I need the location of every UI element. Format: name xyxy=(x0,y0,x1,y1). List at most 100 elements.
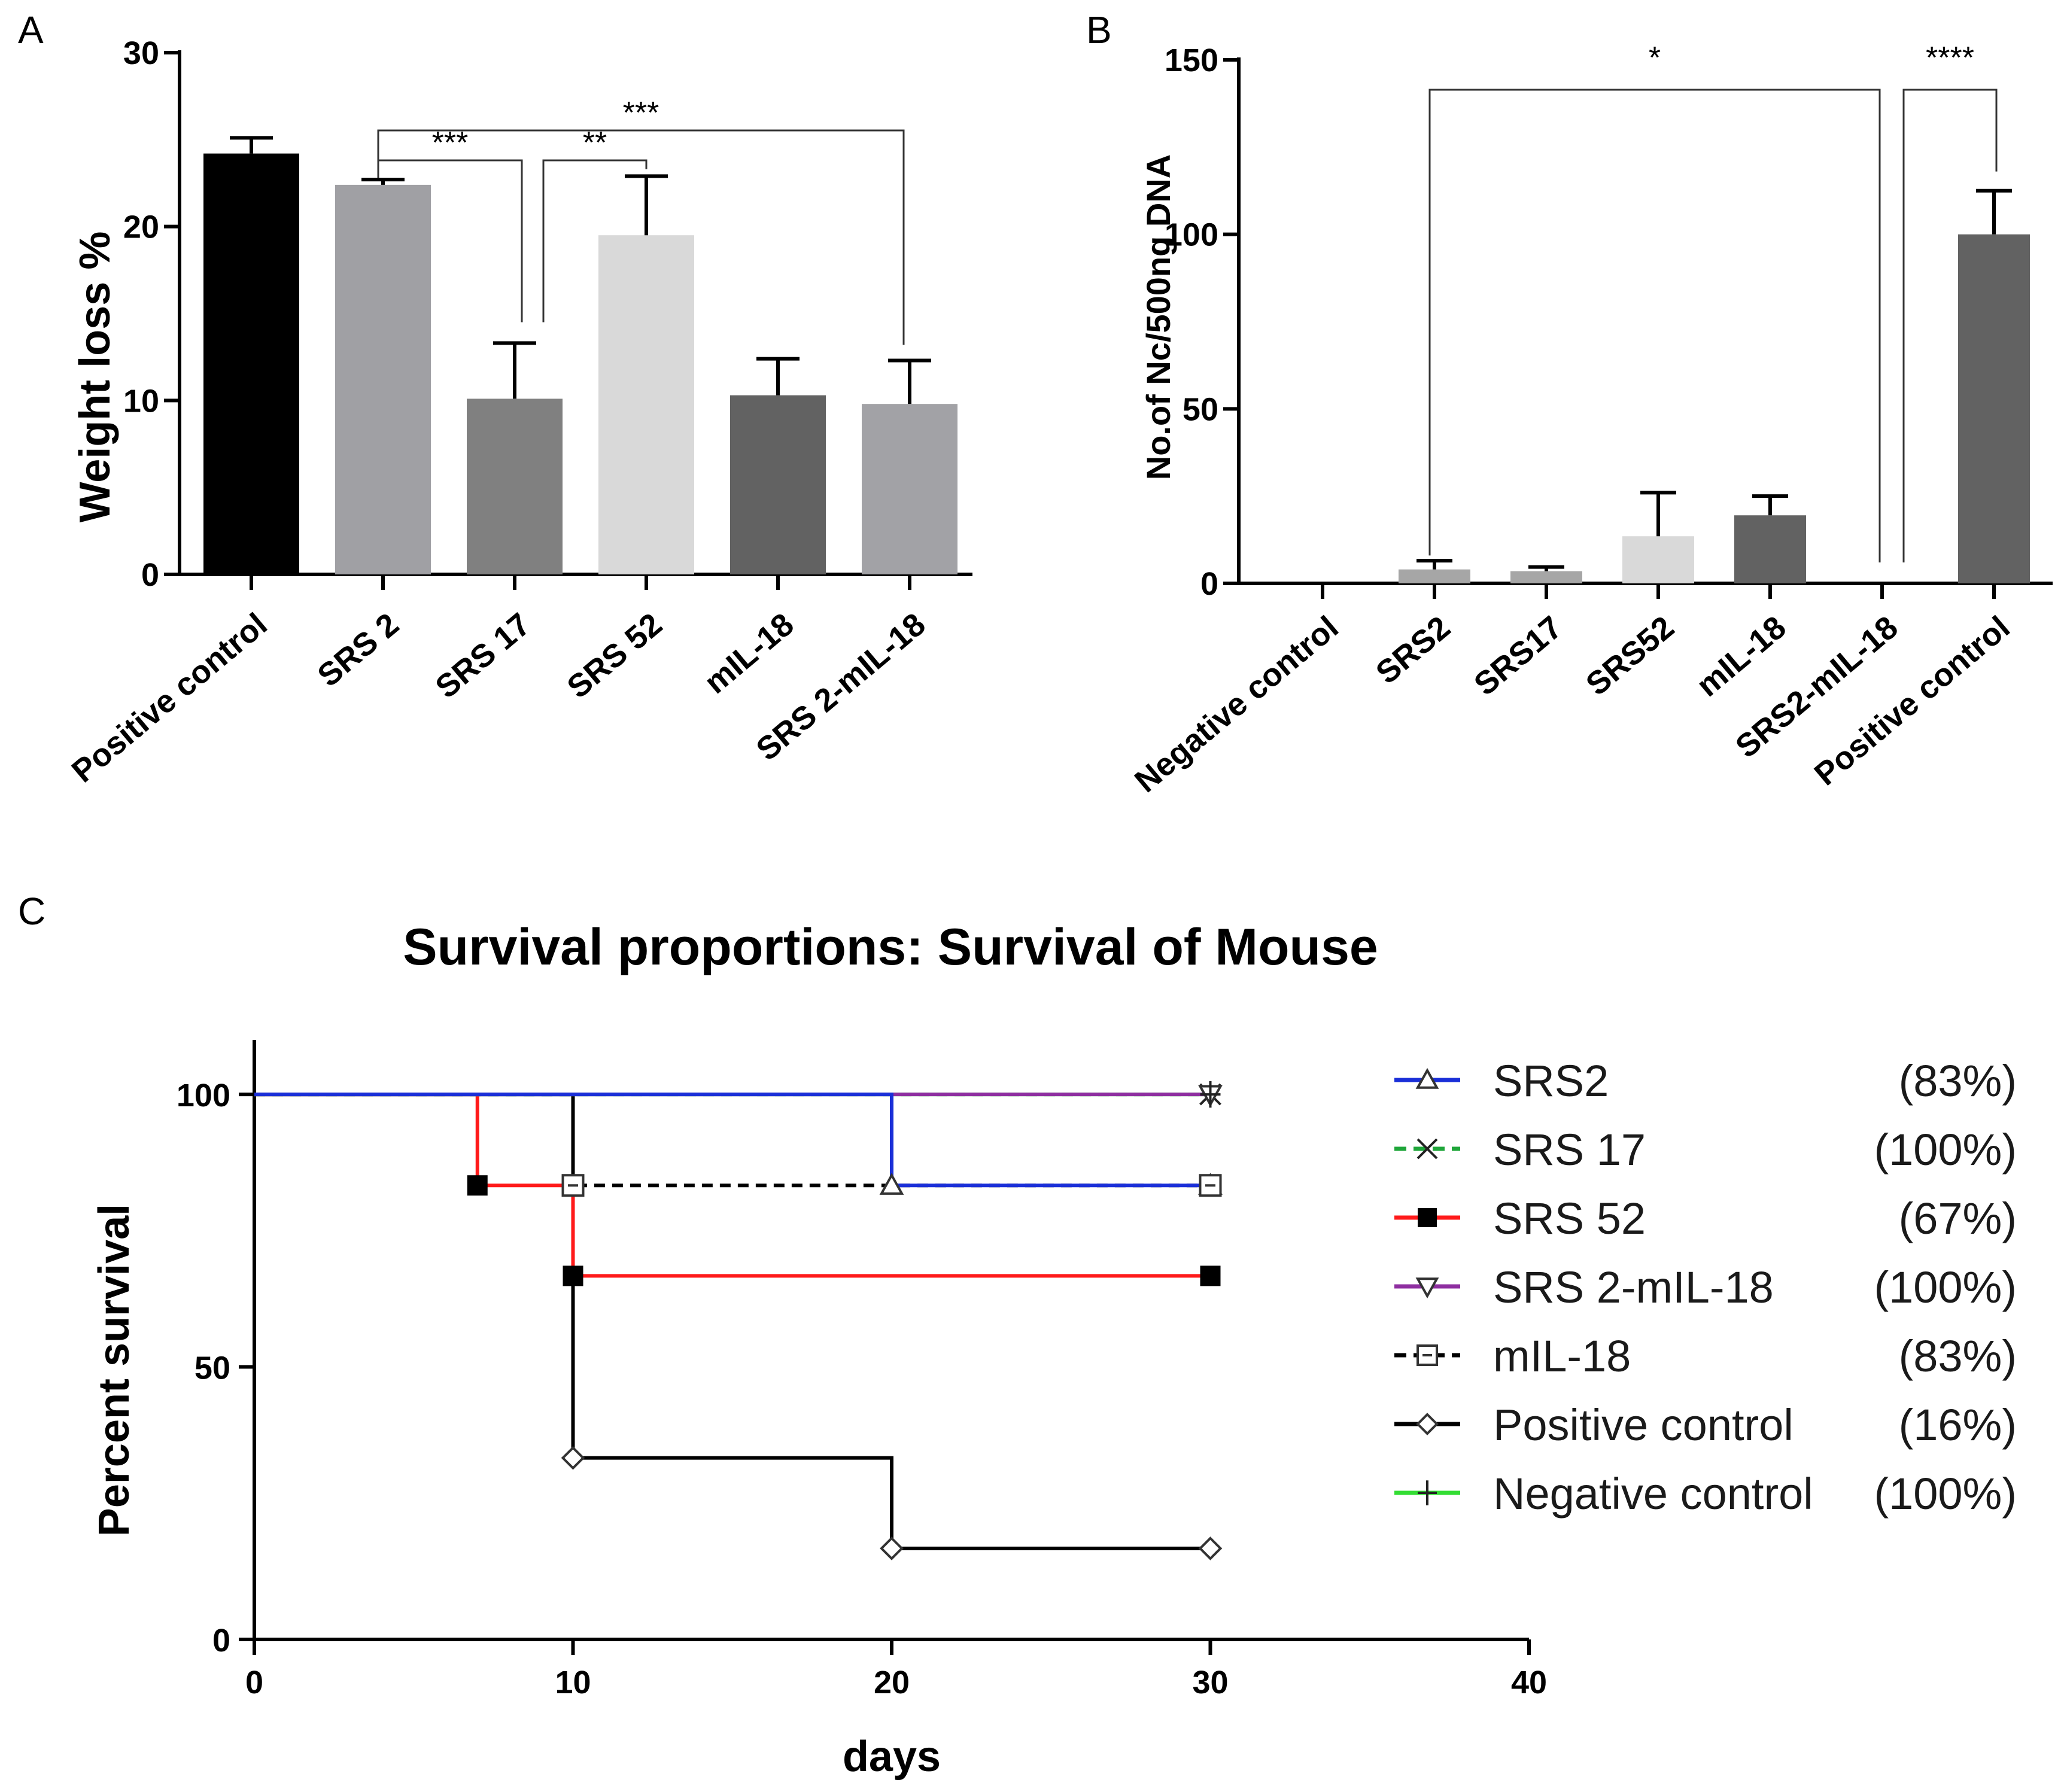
legend-marker-srs2 xyxy=(1415,1067,1439,1089)
chart-c-xlabel: days xyxy=(843,1733,941,1781)
legend-marker-srs-52 xyxy=(1418,1208,1437,1227)
y-tick-label: 30 xyxy=(123,35,159,71)
legend-pct-negative-control: (100%) xyxy=(1874,1469,2017,1519)
chart-c-lines xyxy=(254,1093,1211,1550)
bar-srs52 xyxy=(1622,536,1694,583)
legend-pct-mil-18: (83%) xyxy=(1899,1331,2017,1381)
bar-srs-17 xyxy=(467,398,563,574)
y-tick-label: 150 xyxy=(1165,42,1218,78)
chart-a-bars xyxy=(203,136,957,574)
category-label-srs52: SRS52 xyxy=(1579,609,1681,702)
marker-srs2 xyxy=(879,1173,904,1195)
category-label-srs-52: SRS 52 xyxy=(561,606,669,705)
category-label-mil-18: mIL-18 xyxy=(698,606,801,701)
x-tick-label: 20 xyxy=(874,1665,910,1700)
chart-b-bars xyxy=(1399,188,2030,584)
bar-srs-2 xyxy=(335,184,431,574)
legend-marker-srs-2-mil-18 xyxy=(1415,1277,1439,1299)
marker-srs-52 xyxy=(467,1175,488,1196)
chart-b-ylabel: No.of Nc/500ng DNA xyxy=(1139,154,1177,480)
significance-label: **** xyxy=(1926,41,1974,75)
legend-pct-srs-52: (67%) xyxy=(1899,1194,2017,1243)
legend-pct-srs-17: (100%) xyxy=(1874,1125,2017,1175)
chart-c-markers xyxy=(467,1081,1223,1560)
panel-letter-a: A xyxy=(18,8,44,51)
marker-negative-control xyxy=(1200,1081,1221,1108)
chart-a-significance: *** ***** xyxy=(377,96,905,345)
category-label-srs-2: SRS 2 xyxy=(311,606,406,693)
y-tick-label: 20 xyxy=(123,209,159,245)
x-tick-label: 40 xyxy=(1511,1665,1547,1700)
y-tick-label: 0 xyxy=(141,557,159,593)
chart-c-legend: SRS2 (83%) SRS 17 (100%) SRS 52 (67%) SRS 2-mI… xyxy=(1394,1056,2017,1519)
significance-bracket xyxy=(1428,89,1881,562)
chart-c-title: Survival proportions: Survival of Mouse xyxy=(403,918,1378,976)
legend-label-srs2: SRS2 xyxy=(1493,1056,1609,1106)
chart-a-category-labels: Positive control SRS 2 SRS 17 SRS 52 mIL-18S… xyxy=(65,606,932,789)
y-tick-label: 50 xyxy=(194,1350,230,1386)
legend-marker-negative-control xyxy=(1418,1480,1437,1505)
marker-srs-52 xyxy=(1200,1265,1221,1286)
chart-b-category-labels: Negative control SRS2 SRS17 SRS52 mIL-18SRS2… xyxy=(1128,609,2017,799)
y-tick-label: 50 xyxy=(1183,391,1218,427)
x-tick-label: 0 xyxy=(245,1665,263,1700)
marker-positive-control xyxy=(1198,1537,1223,1560)
significance-bracket xyxy=(377,129,905,345)
bar-srs-2-mil-18 xyxy=(862,404,957,574)
marker-positive-control xyxy=(880,1537,904,1560)
legend-marker-positive-control xyxy=(1416,1413,1439,1435)
y-tick-label: 0 xyxy=(1200,566,1218,602)
x-tick-label: 30 xyxy=(1192,1665,1228,1700)
chart-a-axes: 0 10 20 30 xyxy=(123,35,972,593)
chart-b-significance: * **** xyxy=(1428,41,1998,562)
significance-label: *** xyxy=(432,126,469,160)
legend-label-srs-52: SRS 52 xyxy=(1493,1194,1646,1243)
y-tick-label: 100 xyxy=(177,1078,230,1113)
significance-label: ** xyxy=(583,126,607,160)
y-tick-label: 0 xyxy=(212,1623,230,1659)
bar-srs2 xyxy=(1399,569,1470,583)
survival-line-positive-control xyxy=(254,1093,1211,1550)
legend-label-positive-control: Positive control xyxy=(1493,1400,1794,1450)
panel-letter-c: C xyxy=(18,890,45,933)
significance-bracket xyxy=(542,159,648,323)
legend-label-srs-2-mil-18: SRS 2-mIL-18 xyxy=(1493,1262,1774,1312)
significance-bracket xyxy=(1902,89,1998,562)
significance-label: * xyxy=(1649,41,1661,75)
bar-mil-18 xyxy=(730,395,826,574)
legend-pct-positive-control: (16%) xyxy=(1899,1400,2017,1450)
survival-line-srs2 xyxy=(254,1093,1211,1188)
legend-pct-srs-2-mil-18: (100%) xyxy=(1874,1262,2017,1312)
bar-mil-18 xyxy=(1734,515,1806,583)
significance-label: *** xyxy=(623,96,659,130)
bar-srs17 xyxy=(1510,571,1582,583)
bar-positive-control xyxy=(1958,234,2030,584)
y-tick-label: 10 xyxy=(123,383,159,419)
category-label-srs-17: SRS 17 xyxy=(429,606,537,705)
chart-b-axes: 0 50 100 150 xyxy=(1165,42,2053,602)
category-label-mil-18: mIL-18 xyxy=(1690,609,1793,704)
chart-c: Survival proportions: Survival of Mouse … xyxy=(90,918,2017,1781)
chart-c-ylabel: Percent survival xyxy=(90,1204,138,1537)
legend-label-srs-17: SRS 17 xyxy=(1493,1125,1646,1175)
marker-positive-control xyxy=(561,1446,585,1470)
marker-mil-18 xyxy=(561,1174,585,1197)
marker-srs-52 xyxy=(563,1265,583,1286)
y-tick-label: 100 xyxy=(1165,217,1218,253)
chart-c-axes: 0 50 100 0 10 20 30 40 xyxy=(177,1040,1547,1700)
category-label-positive-control: Positive control xyxy=(65,606,274,789)
bar-srs-52 xyxy=(598,235,694,574)
chart-a-ylabel: Weight loss % xyxy=(71,232,119,523)
category-label-srs2: SRS2 xyxy=(1369,609,1457,691)
bar-positive-control xyxy=(203,153,299,574)
category-label-negative-control: Negative control xyxy=(1128,609,1345,799)
legend-label-mil-18: mIL-18 xyxy=(1493,1331,1631,1381)
x-tick-label: 10 xyxy=(555,1665,591,1700)
panel-letter-b: B xyxy=(1086,8,1112,51)
legend-marker-srs-17 xyxy=(1416,1138,1438,1160)
legend-label-negative-control: Negative control xyxy=(1493,1469,1813,1519)
legend-pct-srs2: (83%) xyxy=(1899,1056,2017,1106)
